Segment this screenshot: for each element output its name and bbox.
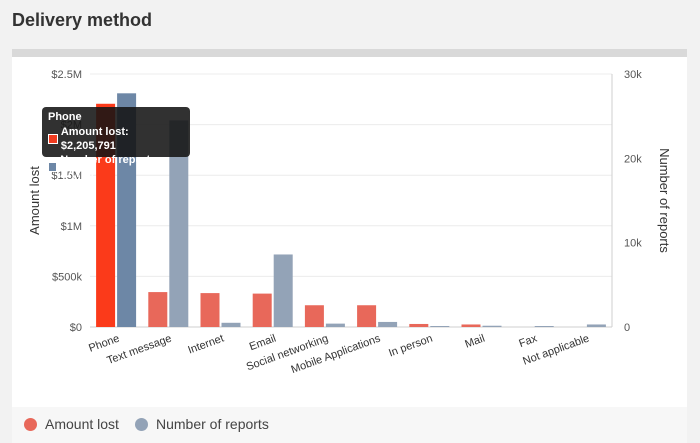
bar-number-of-reports bbox=[273, 254, 293, 327]
bar-number-of-reports bbox=[534, 326, 554, 327]
x-tick-label: Internet bbox=[186, 333, 225, 357]
bar-number-of-reports bbox=[221, 322, 241, 327]
legend-label-amount-lost: Amount lost bbox=[45, 416, 119, 432]
y-tick-left: $2.5M bbox=[51, 69, 82, 81]
page-title: Delivery method bbox=[12, 10, 153, 30]
legend-item-amount-lost[interactable]: Amount lost bbox=[24, 416, 119, 432]
bar-amount-lost bbox=[252, 293, 272, 327]
y-tick-left: $1.5M bbox=[51, 170, 82, 182]
tooltip-title: Phone bbox=[48, 111, 82, 123]
legend-label-number-of-reports: Number of reports bbox=[156, 416, 269, 432]
bar-amount-lost bbox=[357, 305, 377, 327]
bar-number-of-reports bbox=[378, 321, 398, 327]
legend-swatch-number-of-reports bbox=[135, 417, 148, 431]
y-tick-left: $1M bbox=[61, 221, 82, 233]
bar-chart: $0$500k$1M$1.5M$2M$2.5M010k20k30kAmount … bbox=[27, 69, 672, 376]
y-tick-right: 30k bbox=[624, 69, 642, 81]
tooltip-swatch-reports bbox=[48, 162, 58, 172]
tooltip-row-reports: Number of reports: 27,710 bbox=[48, 153, 184, 181]
chart-tooltip: Phone Amount lost: $2,205,791 Number of … bbox=[42, 107, 190, 180]
x-tick-label: Mobile Applications bbox=[290, 332, 383, 376]
x-tick-label: Mail bbox=[463, 333, 486, 351]
y-axis-label-right: Number of reports bbox=[657, 148, 672, 253]
tooltip-reports-text: Number of reports: 27,710 bbox=[60, 154, 160, 180]
bar-amount-lost bbox=[148, 292, 168, 327]
legend-item-number-of-reports[interactable]: Number of reports bbox=[135, 416, 269, 432]
tooltip-swatch-amount bbox=[48, 134, 58, 144]
x-tick-label: Email bbox=[248, 333, 278, 354]
legend-swatch-amount-lost bbox=[24, 417, 37, 431]
bar-number-of-reports bbox=[169, 120, 189, 327]
bar-number-of-reports bbox=[586, 324, 606, 327]
x-tick-label: In person bbox=[387, 333, 434, 360]
x-tick-label: Fax bbox=[517, 332, 539, 350]
bar-number-of-reports bbox=[482, 325, 502, 327]
bar-number-of-reports bbox=[430, 326, 450, 327]
y-tick-left: $0 bbox=[70, 322, 82, 334]
bar-amount-lost bbox=[200, 293, 220, 327]
y-tick-right: 20k bbox=[624, 153, 642, 165]
chart-legend: Amount lost Number of reports bbox=[12, 407, 687, 443]
bar-amount-lost bbox=[304, 305, 324, 327]
bar-amount-lost bbox=[96, 103, 116, 327]
y-tick-right: 0 bbox=[624, 322, 630, 334]
y-tick-right: 10k bbox=[624, 238, 642, 250]
y-axis-label-left: Amount lost bbox=[27, 166, 42, 235]
header-bar bbox=[12, 49, 687, 57]
tooltip-row-amount: Amount lost: $2,205,791 bbox=[48, 125, 184, 153]
y-tick-left: $500k bbox=[52, 271, 82, 283]
tooltip-amount-text: Amount lost: $2,205,791 bbox=[60, 126, 129, 152]
bar-number-of-reports bbox=[325, 323, 345, 327]
bar-amount-lost bbox=[461, 324, 481, 327]
bar-amount-lost bbox=[409, 323, 429, 327]
